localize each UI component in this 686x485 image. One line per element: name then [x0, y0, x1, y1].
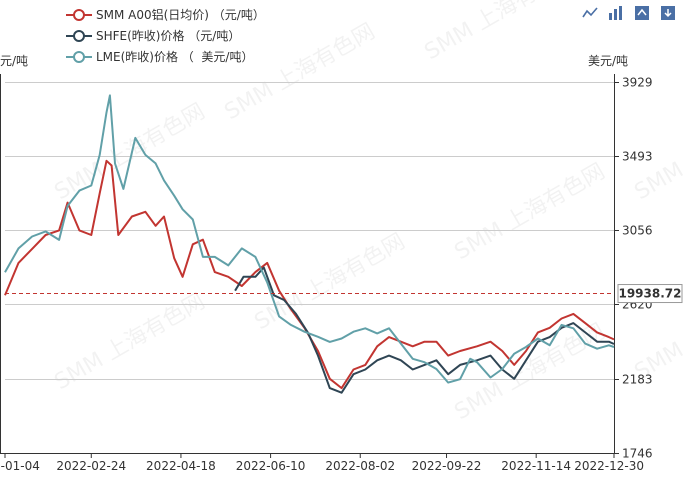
x-tick-label: 2022-11-14: [501, 459, 571, 473]
mark-line-label-box: [617, 284, 683, 304]
x-tick-label: 2022-01-04: [0, 459, 40, 473]
series-layer: [4, 94, 615, 394]
grid-lines: [5, 82, 614, 380]
y-tick-label: 3056: [622, 224, 653, 238]
save-image-icon[interactable]: [660, 5, 676, 21]
x-tick-label: 2022-08-02: [325, 459, 395, 473]
y-tick-label: 3493: [622, 150, 653, 164]
legend-label: SMM A00铝(日均价) （元/吨）: [96, 8, 265, 22]
legend-swatch-icon: [66, 50, 92, 63]
watermark-text: SMM 上海有色网: [421, 0, 580, 65]
watermark-text: SMM 上海有色网: [51, 99, 210, 205]
line-chart-icon[interactable]: [582, 5, 598, 21]
x-tick-label: 2022-04-18: [146, 459, 216, 473]
left-axis-unit: 元/吨: [0, 54, 29, 68]
series-line-0: [4, 159, 615, 390]
x-tick-label: 2022-12-30: [574, 459, 644, 473]
legend-swatch-icon: [66, 8, 92, 21]
watermark-text: SMM 上海有色网: [251, 229, 410, 335]
legend-label: LME(昨收)价格 （ 美元/吨）: [96, 50, 254, 64]
x-tick-label: 2022-09-22: [412, 459, 482, 473]
legend-swatch-icon: [66, 29, 92, 42]
y-tick-label: 2183: [622, 373, 653, 387]
watermark-text: SMM 上海有色网: [451, 319, 610, 425]
legend-item[interactable]: SHFE(昨收)价格 （元/吨）: [66, 25, 265, 46]
x-tick-label: 2022-02-24: [56, 459, 126, 473]
legend: SMM A00铝(日均价) （元/吨） SHFE(昨收)价格 （元/吨） LME…: [66, 4, 265, 67]
legend-item[interactable]: SMM A00铝(日均价) （元/吨）: [66, 4, 265, 25]
bar-chart-icon[interactable]: [608, 5, 624, 21]
mark-line-label: 19938.72: [618, 287, 681, 301]
y-tick-label: 1746: [622, 447, 653, 461]
series-line-1: [234, 266, 615, 394]
legend-label: SHFE(昨收)价格 （元/吨）: [96, 29, 241, 43]
right-axis-unit: 美元/吨: [588, 54, 629, 68]
y-tick-label: 3929: [622, 76, 653, 90]
mark-line: 19938.72: [5, 284, 683, 304]
watermark-text: SMM 上海有色网: [451, 159, 610, 265]
series-line-2: [4, 94, 615, 384]
legend-item[interactable]: LME(昨收)价格 （ 美元/吨）: [66, 46, 265, 67]
toolbox: [582, 5, 676, 21]
x-tick-label: 2022-06-10: [236, 459, 306, 473]
restore-icon[interactable]: [634, 5, 650, 21]
